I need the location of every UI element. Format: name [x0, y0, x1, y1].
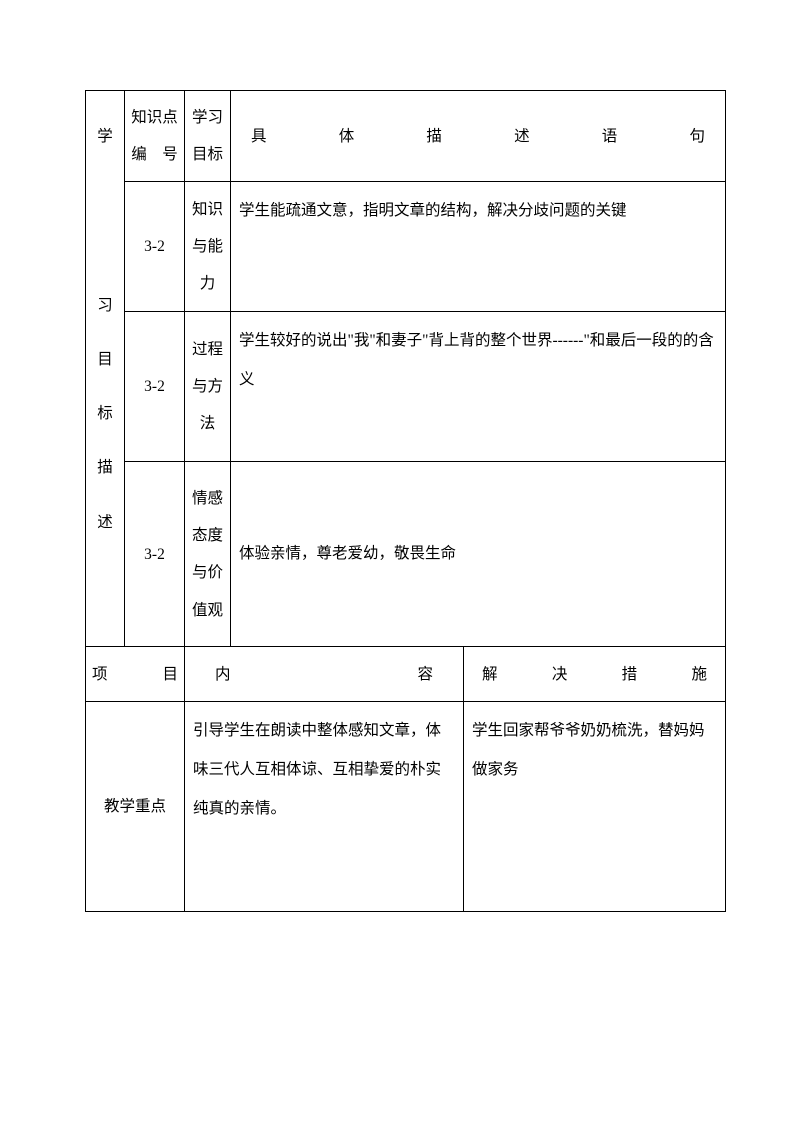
col3-header: 学习目标 — [185, 91, 231, 182]
desc-3: 体验亲情，尊老爱幼，敬畏生命 — [231, 462, 726, 647]
code-1: 3-2 — [125, 182, 185, 312]
desc-1: 学生能疏通文意，指明文章的结构，解决分歧问题的关键 — [231, 182, 726, 312]
vertical-label: 习 目 标 描 述 — [86, 182, 125, 647]
goal-1: 知识与能力 — [185, 182, 231, 312]
s2-h2: 内 容 — [185, 647, 464, 702]
vlabel-4: 述 — [92, 496, 118, 550]
s2-content: 引导学生在朗读中整体感知文章，体味三代人互相体谅、互相挚爱的朴实纯真的亲情。 — [185, 702, 464, 912]
desc-2: 学生较好的说出"我"和妻子"背上背的整个世界------"和最后一段的的含义 — [231, 312, 726, 462]
vlabel-2: 标 — [92, 387, 118, 441]
lesson-table: 学 知识点编 号 学习目标 具 体 描 述 语 句 习 目 标 描 述 3-2 … — [85, 90, 726, 912]
col4-header: 具 体 描 述 语 句 — [231, 91, 726, 182]
vlabel-3: 描 — [92, 441, 118, 495]
s2-solution: 学生回家帮爷爷奶奶梳洗，替妈妈做家务 — [464, 702, 726, 912]
s2-h3: 解 决 措 施 — [464, 647, 726, 702]
goal-2: 过程与方法 — [185, 312, 231, 462]
s2-h1: 项 目 — [86, 647, 185, 702]
code-2: 3-2 — [125, 312, 185, 462]
goal-3: 情感态度与价值观 — [185, 462, 231, 647]
col1-header: 学 — [86, 91, 125, 182]
code-3: 3-2 — [125, 462, 185, 647]
vlabel-0: 习 — [92, 279, 118, 333]
vlabel-1: 目 — [92, 333, 118, 387]
s2-label: 教学重点 — [86, 702, 185, 912]
col2-header: 知识点编 号 — [125, 91, 185, 182]
